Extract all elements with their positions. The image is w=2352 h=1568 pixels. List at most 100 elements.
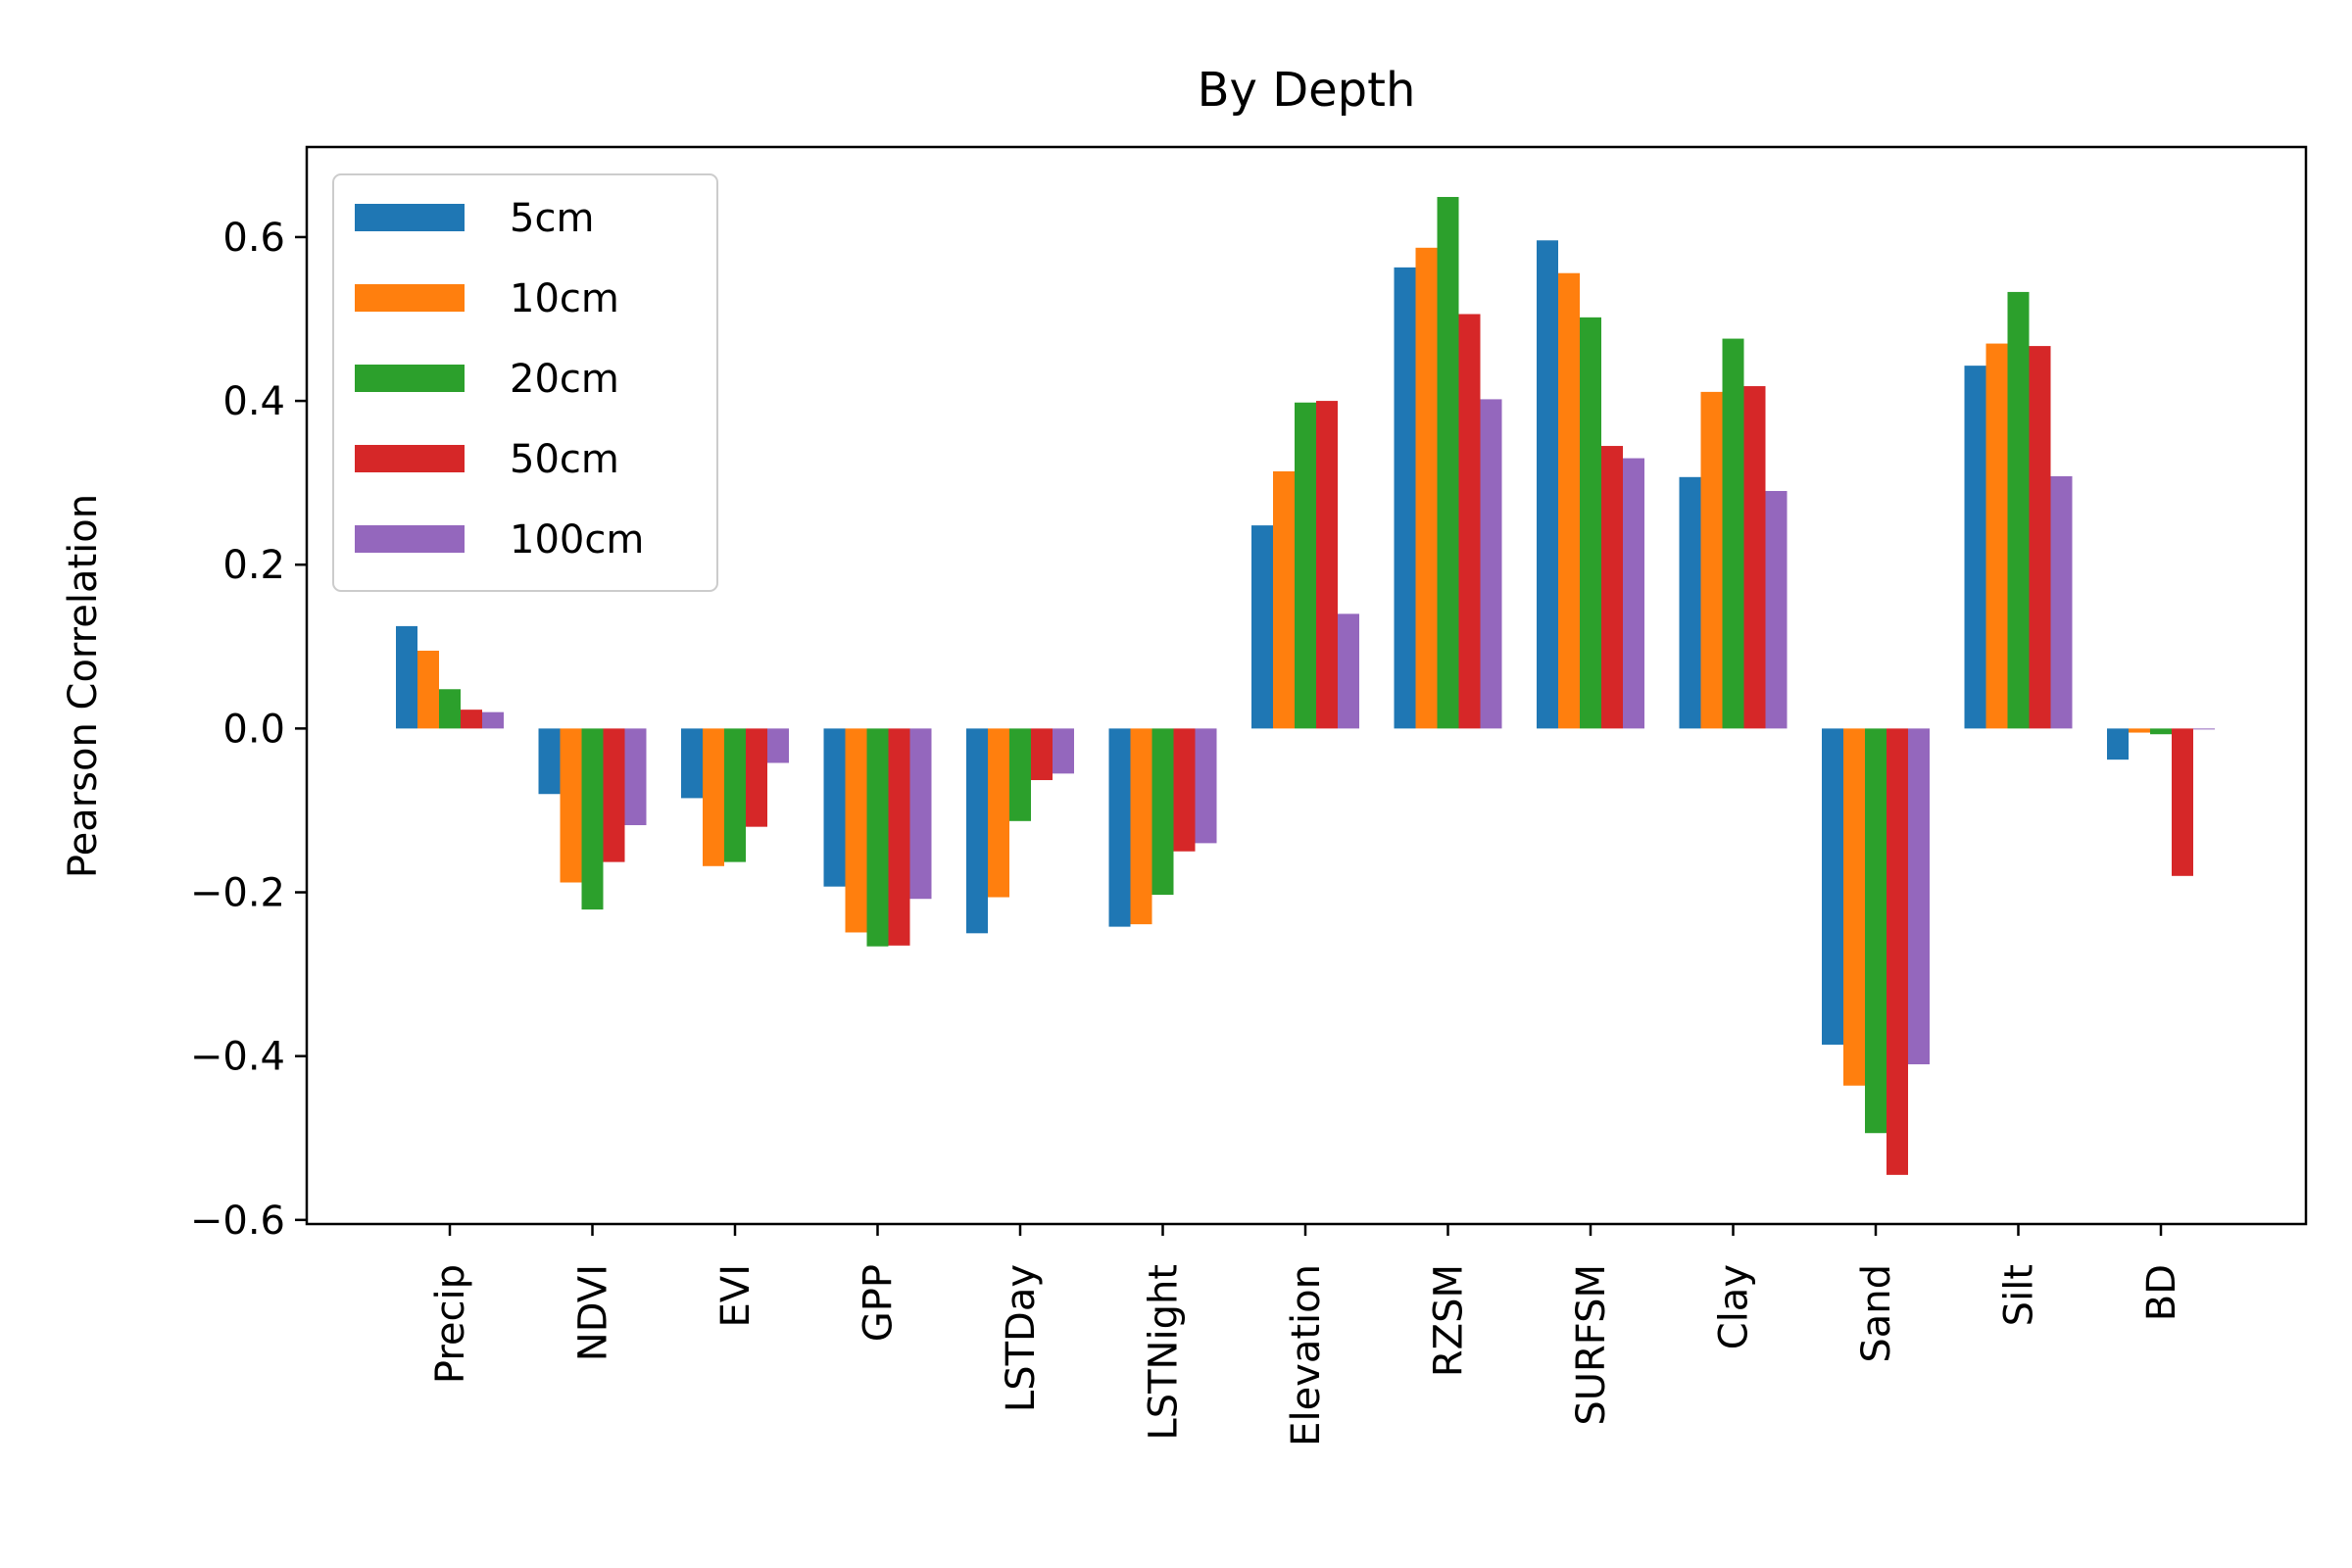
bar-evi-20cm <box>724 728 746 862</box>
chart-title: By Depth <box>1198 63 1416 118</box>
bar-rzsm-100cm <box>1480 399 1502 729</box>
bar-lstday-50cm <box>1031 728 1053 781</box>
y-tick-label: 0.6 <box>222 216 285 261</box>
x-tick-label-clay: Clay <box>1712 1264 1757 1349</box>
bar-surfsm-100cm <box>1623 458 1644 729</box>
bar-elevation-50cm <box>1316 401 1338 729</box>
bar-precip-10cm <box>417 650 439 729</box>
x-tick-label-ndvi: NDVI <box>571 1264 616 1361</box>
bar-surfsm-50cm <box>1601 446 1623 729</box>
legend-box <box>332 173 718 592</box>
bar-evi-50cm <box>746 728 767 827</box>
bar-lstday-20cm <box>1009 728 1031 821</box>
bar-silt-50cm <box>2029 346 2051 729</box>
bar-ndvi-10cm <box>560 728 582 883</box>
bar-gpp-20cm <box>866 728 889 947</box>
bar-clay-20cm <box>1722 338 1744 729</box>
x-tick-label-lstnight: LSTNight <box>1142 1264 1187 1441</box>
legend-swatch-20cm <box>355 365 465 392</box>
legend-label-50cm: 50cm <box>510 437 619 482</box>
legend: 5cm 10cm 20cm 50cm 100cm <box>332 173 718 592</box>
bar-precip-50cm <box>461 710 482 729</box>
bar-ndvi-5cm <box>538 728 561 795</box>
bar-sand-100cm <box>1908 728 1930 1065</box>
y-tick-label: −0.6 <box>190 1199 285 1244</box>
y-tick-label: −0.2 <box>190 871 285 916</box>
y-tick-label: −0.4 <box>190 1035 285 1080</box>
bar-lstday-5cm <box>966 728 988 934</box>
bar-elevation-20cm <box>1295 402 1316 729</box>
legend-label-5cm: 5cm <box>510 196 594 241</box>
bar-bd-50cm <box>2172 728 2193 876</box>
bar-sand-20cm <box>1865 728 1886 1134</box>
x-tick-label-lstday: LSTDay <box>999 1264 1044 1412</box>
y-tick-label: 0.0 <box>222 707 285 752</box>
x-tick-label-rzsm: RZSM <box>1427 1264 1472 1377</box>
bar-bd-10cm <box>2129 728 2150 733</box>
bar-silt-100cm <box>2050 475 2073 729</box>
legend-swatch-100cm <box>355 525 465 553</box>
x-axis-ticks: Precip NDVI EVI GPP LSTDay LSTNight Elevation R… <box>428 1224 2184 1446</box>
bar-surfsm-20cm <box>1580 317 1601 729</box>
bar-gpp-10cm <box>845 728 867 933</box>
bars <box>396 196 2215 1175</box>
legend-label-20cm: 20cm <box>510 357 619 402</box>
bar-lstnight-100cm <box>1195 728 1217 844</box>
bar-lstnight-10cm <box>1130 728 1152 925</box>
bar-gpp-50cm <box>888 728 910 946</box>
bar-evi-100cm <box>767 728 789 763</box>
bar-bd-20cm <box>2150 728 2172 735</box>
y-axis-ticks: −0.6 −0.4 −0.2 0.0 0.2 0.4 0.6 <box>190 216 307 1244</box>
bar-evi-10cm <box>703 728 724 866</box>
legend-swatch-10cm <box>355 284 465 312</box>
bar-rzsm-5cm <box>1394 267 1416 729</box>
x-tick-label-surfsm: SURFSM <box>1569 1264 1614 1426</box>
bar-sand-50cm <box>1886 728 1908 1175</box>
bar-precip-100cm <box>482 711 504 729</box>
bar-evi-5cm <box>681 728 703 799</box>
bar-silt-5cm <box>1964 366 1986 729</box>
bar-lstday-10cm <box>988 728 1009 898</box>
y-axis-label: Pearson Correlation <box>61 494 106 878</box>
x-tick-label-silt: Silt <box>1997 1264 2042 1326</box>
bar-elevation-100cm <box>1338 613 1359 729</box>
bar-sand-10cm <box>1843 728 1865 1086</box>
y-tick-label: 0.4 <box>222 379 285 424</box>
bar-rzsm-10cm <box>1415 247 1438 729</box>
bar-precip-20cm <box>439 689 461 729</box>
bar-lstnight-50cm <box>1173 728 1196 852</box>
bar-lstnight-5cm <box>1108 728 1131 927</box>
bar-clay-50cm <box>1743 386 1766 729</box>
y-tick-label: 0.2 <box>222 543 285 588</box>
legend-label-10cm: 10cm <box>510 276 619 321</box>
bar-gpp-5cm <box>823 728 846 887</box>
x-tick-label-elevation: Elevation <box>1284 1264 1329 1446</box>
legend-swatch-5cm <box>355 204 465 231</box>
bar-rzsm-20cm <box>1437 196 1459 729</box>
bar-ndvi-100cm <box>624 728 647 825</box>
bar-surfsm-10cm <box>1558 272 1580 729</box>
legend-swatch-50cm <box>355 445 465 472</box>
bar-silt-10cm <box>1985 343 2008 729</box>
bar-lstday-100cm <box>1053 728 1074 774</box>
bar-precip-5cm <box>396 625 417 729</box>
bar-sand-5cm <box>1822 728 1843 1045</box>
bar-silt-20cm <box>2007 291 2030 729</box>
bar-bd-5cm <box>2107 728 2129 760</box>
bar-gpp-100cm <box>909 728 932 900</box>
bar-ndvi-50cm <box>603 728 625 862</box>
legend-label-100cm: 100cm <box>510 517 644 563</box>
bar-clay-100cm <box>1765 491 1788 729</box>
x-tick-label-evi: EVI <box>713 1264 759 1327</box>
bar-elevation-10cm <box>1273 470 1295 729</box>
bar-lstnight-20cm <box>1152 728 1174 896</box>
plot-frame <box>305 145 2308 1226</box>
bar-rzsm-50cm <box>1458 314 1481 729</box>
bar-bd-100cm <box>2193 728 2215 730</box>
bar-surfsm-5cm <box>1537 240 1558 729</box>
bar-elevation-5cm <box>1251 525 1273 729</box>
x-tick-label-precip: Precip <box>428 1264 473 1384</box>
x-tick-label-bd: BD <box>2139 1264 2184 1321</box>
x-tick-label-sand: Sand <box>1854 1264 1899 1363</box>
